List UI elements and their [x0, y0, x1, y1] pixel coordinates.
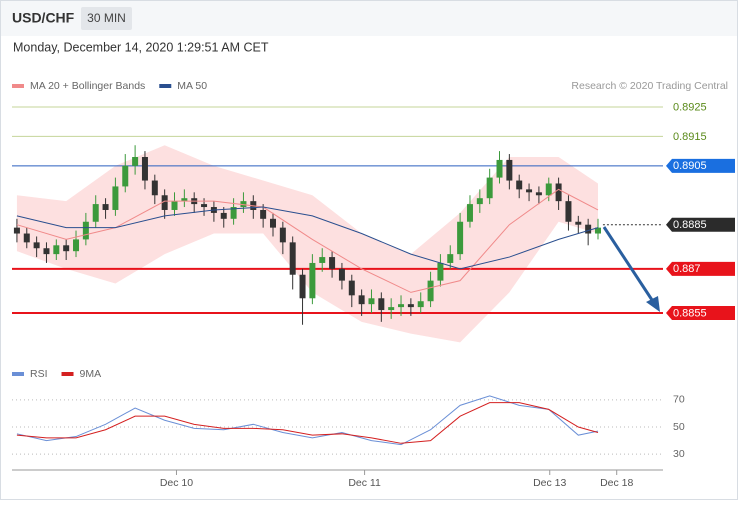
candle-body: [260, 209, 267, 219]
candle-body: [486, 177, 493, 199]
interval-badge[interactable]: [81, 7, 132, 30]
candle-body: [329, 257, 336, 269]
candle-body: [33, 242, 40, 249]
candle-body: [112, 186, 119, 210]
candle-body: [338, 268, 345, 281]
bollinger-band: [16, 145, 598, 343]
forecast-arrowhead: [646, 296, 660, 312]
level-label: 0.8855: [673, 307, 707, 319]
level-box: [666, 217, 735, 232]
candle-body: [368, 298, 375, 305]
candle-body: [151, 180, 158, 196]
plot: MA 20 + Bollinger Bands MA 50 0.8925 0.8915…: [12, 80, 735, 489]
candle-body: [43, 248, 50, 255]
x-tick-label: Dec 18: [600, 477, 633, 489]
candle-body: [92, 204, 99, 222]
level-label: 0.8925: [673, 101, 707, 113]
candle-body: [230, 207, 237, 219]
candle-body: [240, 201, 247, 208]
candle-body: [269, 218, 276, 228]
candle-body: [398, 304, 405, 308]
candle-body: [594, 227, 601, 234]
candle-body: [102, 204, 109, 210]
candle-body: [319, 257, 326, 263]
legend-label: RSI: [30, 368, 48, 380]
candle-body: [565, 201, 572, 222]
symbol: USD/CHF: [12, 10, 75, 26]
level-label: 0.8915: [673, 131, 707, 143]
level-label: 0.887: [673, 263, 701, 275]
candle-body: [82, 221, 89, 240]
level-label: 0.8905: [673, 160, 707, 172]
candle-body: [358, 295, 365, 305]
candle-body: [122, 165, 129, 187]
candle-body: [457, 221, 464, 255]
legend-swatch: [12, 372, 24, 376]
legend-label: 9MA: [80, 368, 102, 380]
candle-body: [545, 183, 552, 196]
candle-body: [575, 221, 582, 225]
candle-body: [555, 183, 562, 202]
candle-body: [476, 198, 483, 205]
candle-body: [378, 298, 385, 311]
candle-body: [585, 224, 592, 234]
level-box: [666, 158, 735, 173]
level-box: [666, 305, 735, 320]
candle-body: [526, 189, 533, 193]
candle-body: [181, 198, 188, 202]
candle-body: [279, 227, 286, 243]
candle-body: [447, 254, 454, 263]
moving-average: [16, 206, 599, 270]
indicator-line: [16, 402, 599, 444]
legend-label: MA 50: [177, 80, 207, 92]
candle-body: [13, 227, 20, 234]
legend-swatch: [12, 84, 24, 88]
candle-body: [348, 280, 355, 296]
candle-body: [63, 245, 70, 252]
candle-body: [299, 274, 306, 299]
candle-body: [201, 204, 208, 208]
y-tick-label: 70: [673, 394, 685, 406]
candle-body: [132, 156, 139, 166]
y-tick-label: 30: [673, 448, 685, 460]
y-tick-label: 50: [673, 421, 685, 433]
legend-swatch: [159, 84, 172, 88]
x-tick-label: Dec 10: [160, 477, 193, 489]
candle-body: [171, 201, 178, 210]
candle-body: [417, 301, 424, 308]
candle-body: [220, 212, 227, 219]
candle-body: [73, 239, 80, 252]
level-box: [666, 261, 735, 276]
legend-swatch: [61, 372, 74, 376]
candle-body: [289, 242, 296, 275]
interval[interactable]: 30 MIN: [87, 11, 126, 25]
candle-body: [23, 233, 30, 243]
candle-body: [388, 307, 395, 311]
candle-body: [407, 304, 414, 308]
candle-body: [309, 262, 316, 299]
x-tick-label: Dec 13: [533, 477, 566, 489]
x-tick-label: Dec 11: [348, 477, 381, 489]
candle-body: [141, 156, 148, 181]
legend-label: MA 20 + Bollinger Bands: [30, 80, 145, 92]
candle-body: [427, 280, 434, 302]
level-label: 0.8885: [673, 219, 707, 231]
candle-body: [506, 159, 513, 181]
candle-body: [437, 262, 444, 281]
credit: Research © 2020 Trading Central: [571, 80, 728, 92]
timestamp: Monday, December 14, 2020 1:29:51 AM CET: [13, 40, 269, 54]
candle-body: [516, 180, 523, 190]
candle-body: [53, 245, 60, 255]
forecast-arrow: [602, 226, 656, 304]
candle-body: [466, 204, 473, 222]
candle-body: [161, 195, 168, 210]
candle-body: [535, 192, 542, 196]
candle-body: [496, 159, 503, 178]
